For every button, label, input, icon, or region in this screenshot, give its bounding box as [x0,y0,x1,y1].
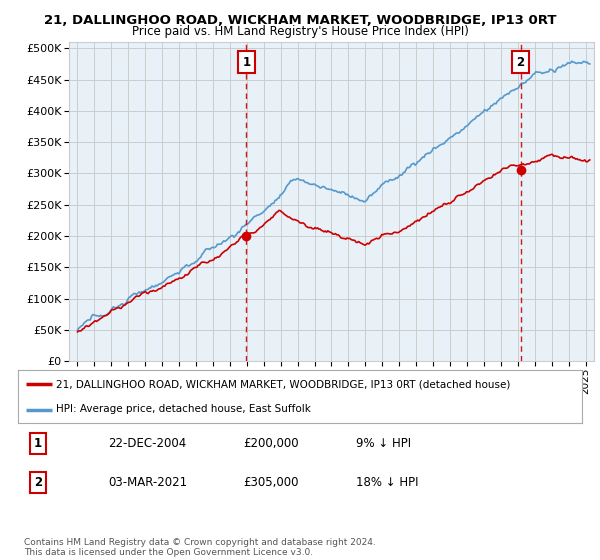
Text: 18% ↓ HPI: 18% ↓ HPI [356,476,419,489]
Text: 03-MAR-2021: 03-MAR-2021 [108,476,187,489]
Text: Price paid vs. HM Land Registry's House Price Index (HPI): Price paid vs. HM Land Registry's House … [131,25,469,38]
Text: 1: 1 [34,437,42,450]
Text: HPI: Average price, detached house, East Suffolk: HPI: Average price, detached house, East… [56,404,311,414]
Text: 21, DALLINGHOO ROAD, WICKHAM MARKET, WOODBRIDGE, IP13 0RT: 21, DALLINGHOO ROAD, WICKHAM MARKET, WOO… [44,14,556,27]
Text: £305,000: £305,000 [244,476,299,489]
Text: 22-DEC-2004: 22-DEC-2004 [108,437,187,450]
Text: 21, DALLINGHOO ROAD, WICKHAM MARKET, WOODBRIDGE, IP13 0RT (detached house): 21, DALLINGHOO ROAD, WICKHAM MARKET, WOO… [56,380,511,390]
Text: 1: 1 [242,55,250,68]
Text: 2: 2 [34,476,42,489]
Text: 9% ↓ HPI: 9% ↓ HPI [356,437,412,450]
Text: 2: 2 [517,55,525,68]
Text: Contains HM Land Registry data © Crown copyright and database right 2024.
This d: Contains HM Land Registry data © Crown c… [24,538,376,557]
Text: £200,000: £200,000 [244,437,299,450]
